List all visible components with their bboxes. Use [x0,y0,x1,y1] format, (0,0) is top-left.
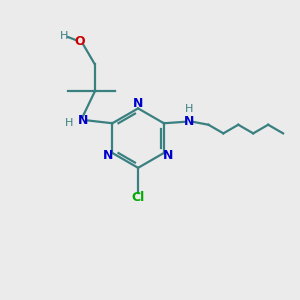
Text: O: O [74,35,85,48]
Text: H: H [185,104,193,114]
Text: N: N [184,115,194,128]
Text: N: N [77,114,88,127]
Text: N: N [103,149,113,162]
Text: H: H [65,118,74,128]
Text: H: H [60,31,68,40]
Text: N: N [133,97,143,110]
Text: Cl: Cl [131,191,145,204]
Text: N: N [163,149,174,162]
